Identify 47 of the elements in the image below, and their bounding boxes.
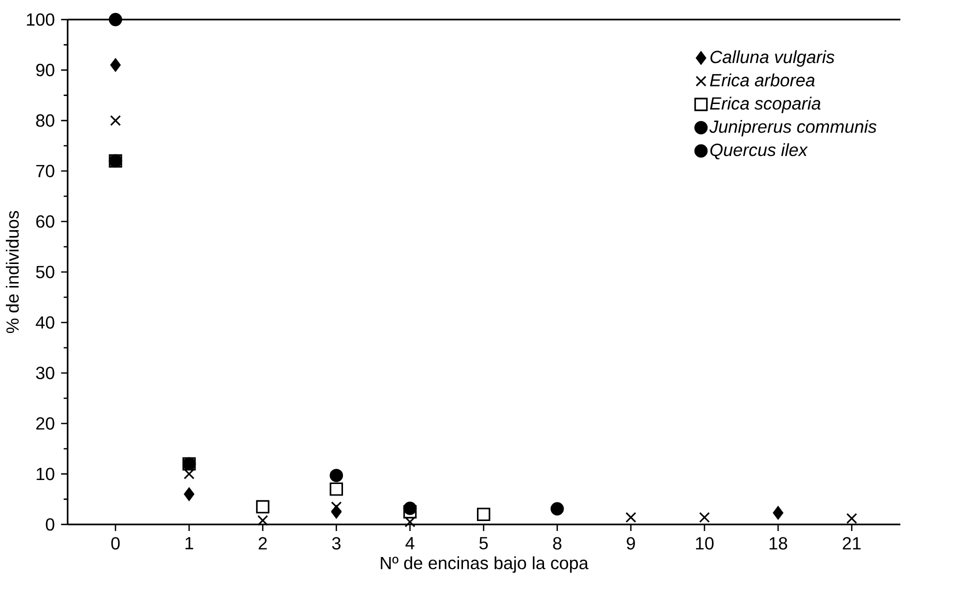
- legend-label: Erica scoparia: [710, 96, 820, 114]
- y-tick-label: 40: [36, 316, 54, 329]
- point: [108, 12, 122, 26]
- point: [403, 502, 417, 515]
- x-tick-label: 5: [479, 537, 488, 550]
- y-tick-label: 30: [36, 366, 54, 380]
- x-axis-title: Nº de encinas bajo la copa: [380, 556, 588, 573]
- x-tick-label: 10: [696, 537, 714, 550]
- point: [625, 512, 636, 523]
- point: [404, 516, 416, 528]
- y-tick-label: 10: [36, 468, 54, 480]
- point: [110, 58, 121, 72]
- y-axis-title: % de individuos: [6, 211, 19, 334]
- point: [330, 482, 344, 496]
- point: [846, 513, 858, 524]
- x-tick-label: 2: [258, 537, 267, 550]
- point: [257, 515, 268, 526]
- x-tick-label: 9: [626, 537, 635, 550]
- x-tick-label: 1: [186, 537, 194, 550]
- y-tick-label: 0: [46, 518, 54, 531]
- point: [699, 512, 710, 523]
- x-tick-label: 8: [553, 537, 562, 550]
- point: [403, 505, 417, 518]
- y-tick-label: 60: [36, 215, 54, 228]
- x-tick-label: 0: [111, 537, 120, 550]
- y-tick-label: 90: [36, 64, 54, 76]
- point: [330, 468, 344, 482]
- y-tick-label: 80: [36, 114, 54, 127]
- x-tick-label: 4: [405, 537, 414, 550]
- point: [330, 501, 342, 512]
- point: [110, 115, 121, 126]
- x-tick-label: 21: [842, 537, 861, 550]
- point: [256, 500, 270, 514]
- legend-label: Calluna vulgaris: [710, 50, 834, 67]
- y-tick-label: 70: [36, 164, 54, 178]
- legend-label: Erica arborea: [710, 74, 815, 86]
- point: [550, 502, 564, 516]
- point: [476, 508, 490, 522]
- y-tick-label: 50: [36, 266, 54, 278]
- y-tick-label: 100: [26, 13, 54, 26]
- x-tick-label: 18: [770, 537, 788, 550]
- point: [184, 488, 194, 501]
- x-tick-label: 3: [332, 537, 340, 550]
- y-tick-label: 20: [36, 417, 54, 430]
- legend-label: Quercus ilex: [710, 143, 808, 160]
- legend-label: Juniprerus communis: [709, 120, 876, 136]
- point: [772, 506, 784, 520]
